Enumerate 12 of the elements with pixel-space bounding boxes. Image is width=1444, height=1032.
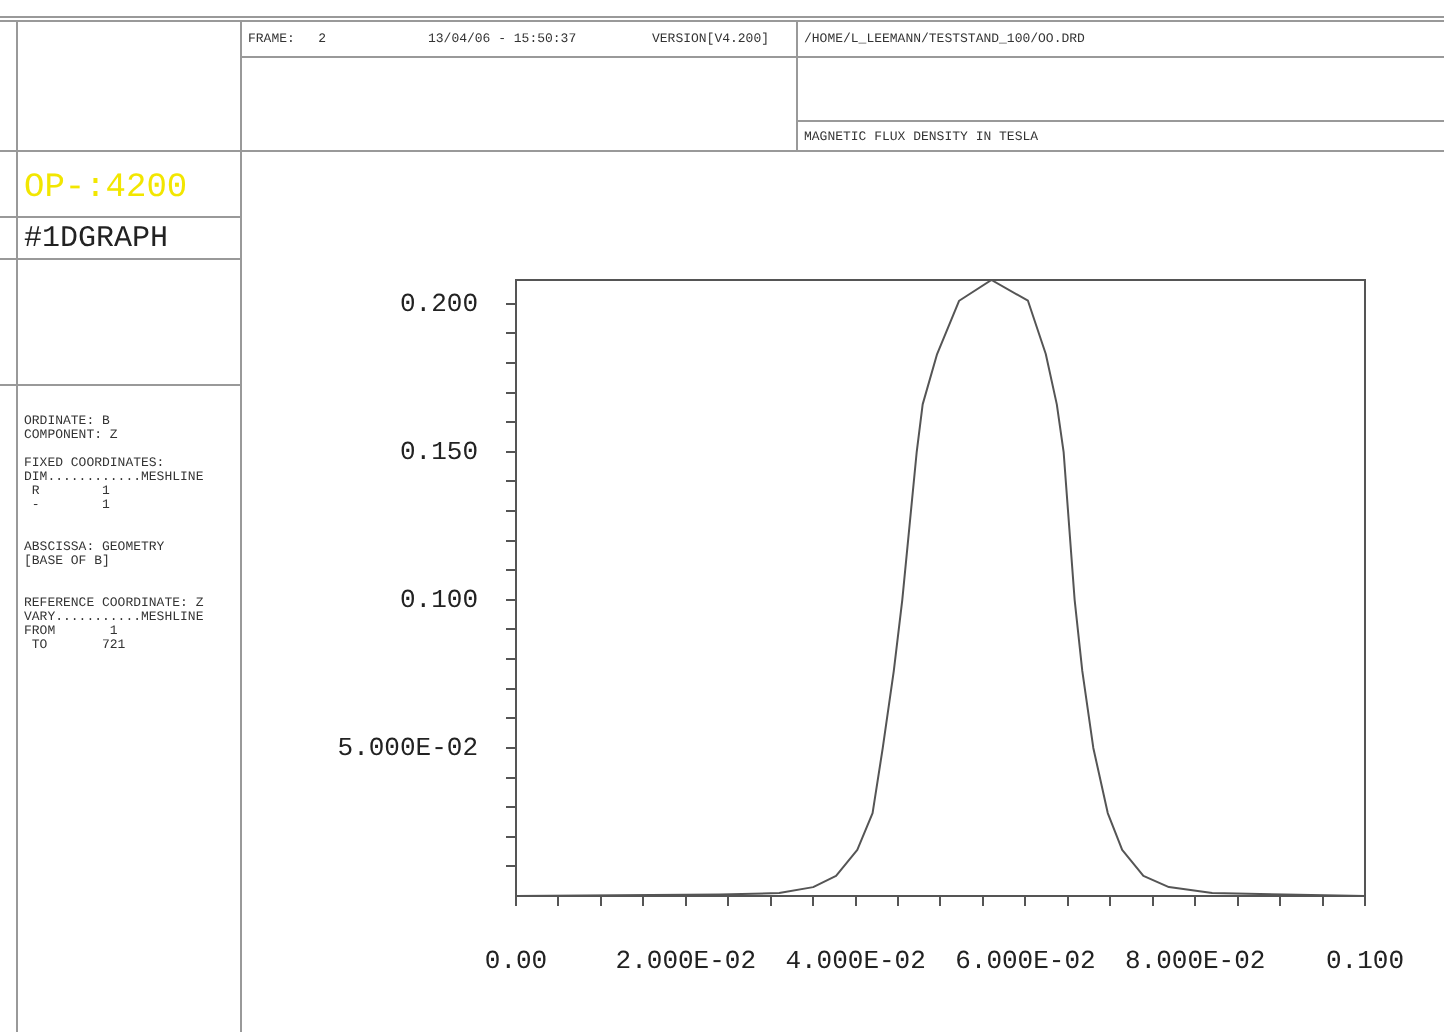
text: OP-:4200 <box>24 170 188 208</box>
y-tick-label: 5.000E-02 <box>337 732 478 763</box>
y-tick-label: 0.200 <box>399 288 478 319</box>
x-tick-label: 6.000E-02 <box>955 946 1096 977</box>
x-tick-label: 4.000E-02 <box>785 946 926 977</box>
y-tick-label: 0.100 <box>399 584 478 615</box>
y-tick-label: 0.150 <box>399 436 478 467</box>
x-tick-label: 2.000E-02 <box>615 946 757 977</box>
x-tick-label: 0.100 <box>1325 946 1405 977</box>
x-tick-label: 0.00 <box>484 946 548 977</box>
text: #1DGRAPH <box>24 222 169 256</box>
x-tick-label: 8.000E-02 <box>1124 946 1266 977</box>
